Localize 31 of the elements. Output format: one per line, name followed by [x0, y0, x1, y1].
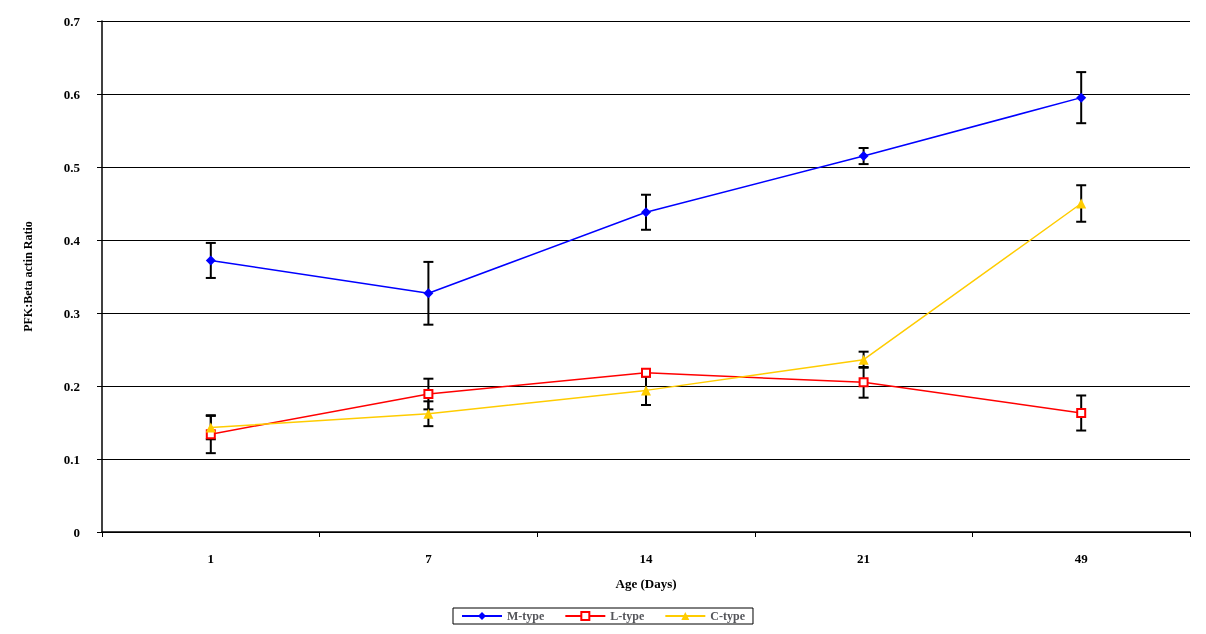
legend-label: M-type — [507, 609, 546, 623]
point — [858, 151, 869, 162]
point — [641, 207, 651, 218]
point — [205, 255, 216, 266]
y-axis-title: PFK:Beta actin Ratio — [21, 221, 35, 332]
point — [205, 422, 216, 433]
y-tick-label: 0 — [73, 524, 80, 540]
y-tick-label: 0.3 — [63, 305, 81, 321]
x-axis-title: Age (Days) — [615, 576, 677, 591]
point — [1076, 198, 1087, 209]
y-tick-label: 0.5 — [63, 159, 81, 175]
x-tick-label: 49 — [1074, 551, 1089, 566]
point — [858, 377, 869, 388]
x-tick-label: 1 — [207, 551, 215, 566]
x-tick-label: 21 — [857, 551, 871, 566]
point — [1076, 92, 1087, 103]
y-tick-label: 0.6 — [63, 86, 81, 102]
point — [423, 288, 434, 299]
y-tick-label: 0.1 — [63, 451, 80, 467]
point — [1076, 408, 1087, 419]
x-tick-label: 14 — [639, 551, 653, 566]
x-tick-label: 7 — [425, 551, 433, 566]
legend-label: C-type — [710, 609, 746, 623]
y-tick-label: 0.4 — [63, 232, 81, 248]
y-tick-label: 0.2 — [63, 378, 80, 394]
y-tick-label: 0.7 — [63, 13, 81, 29]
point — [423, 408, 434, 419]
legend-label: L-type — [610, 609, 645, 623]
point — [641, 385, 651, 396]
point — [858, 354, 869, 365]
point — [423, 389, 434, 400]
